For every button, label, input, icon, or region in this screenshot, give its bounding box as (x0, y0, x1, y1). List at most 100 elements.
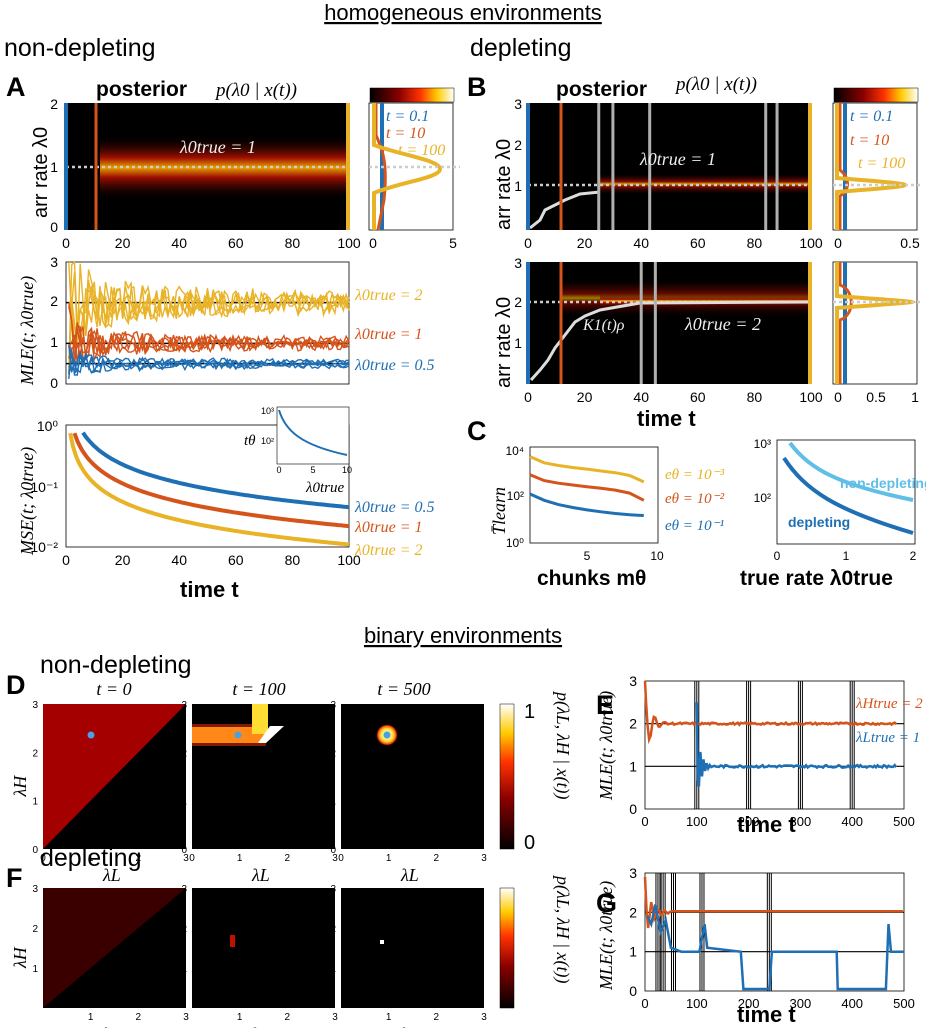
panel-b-top: posterior p(λ0 | x(t)) λ0true = 1 arr ra… (493, 74, 920, 251)
mse-a-ytick-2: 10⁻² (30, 539, 58, 555)
b2-ytick-1: 1 (514, 335, 522, 351)
xtick-0: 0 (40, 853, 46, 864)
inset-xtick-0: 0 (276, 465, 281, 475)
colorbar-a (369, 87, 455, 103)
xtick-3: 3 (332, 1012, 338, 1023)
xtick-1: 1 (88, 1012, 94, 1023)
xtick-80: 80 (747, 389, 763, 405)
d1-true-point (87, 731, 95, 739)
b2-ytick-2: 2 (514, 294, 522, 310)
ticks-a: 0 20 40 60 80 100 0 1 2 (50, 96, 361, 251)
axes-g (644, 872, 905, 992)
xlabel-lambda-l: λL (400, 865, 419, 885)
c-left-xlabel: chunks mθ (537, 567, 646, 590)
e-high-path (643, 680, 898, 745)
heatmap-b1 (528, 103, 811, 230)
c-left-curve (529, 492, 644, 517)
d-colorbar-label: p(λL, λH | x(t)) (552, 690, 573, 800)
d2-band-vertical (252, 704, 268, 734)
ticks-a-mse: 0 20 40 60 80 100 (62, 552, 361, 568)
b2-ytick-3: 3 (514, 255, 522, 271)
mle-a-path (68, 350, 350, 375)
xtick-60: 60 (228, 552, 244, 568)
c-right-ytick-2: 10² (754, 491, 771, 505)
depletion-lines-b2 (639, 262, 657, 384)
c-right-xtick-2: 2 (910, 549, 917, 563)
axes-a-mle (65, 261, 350, 385)
mle-a-ytick-1: 1 (50, 334, 58, 350)
c-right-xtick-0: 0 (774, 549, 781, 563)
xtick-2: 2 (434, 1012, 440, 1023)
f3-map (341, 888, 484, 1008)
ytick-2: 2 (181, 924, 187, 935)
d-colorbar (499, 703, 515, 850)
mse-a-ytick-1: 10⁻¹ (30, 479, 58, 495)
legend-a-t01: t = 0.1 (386, 108, 429, 125)
f1-triangle (43, 888, 186, 1008)
xtick-0: 0 (641, 814, 648, 829)
ytick-0: 0 (330, 845, 336, 856)
xtick-2: 2 (285, 1012, 291, 1023)
ylabel-lambda-h: λH (10, 946, 30, 969)
ylabel-lambda-h: λH (10, 775, 30, 798)
panel-b-bottom: K1(t)ρ λ0true = 2 arr rate λ0 1 2 3 0 20 4… (493, 255, 920, 431)
ticks-b1: 0 20 40 60 80 100 (524, 235, 823, 251)
xtick-1: 1 (88, 853, 94, 864)
panel-f: p(λL, λH | x(t)) 1 2 3 1 2 3 λL 1 2 3 1 2 3 λL 1 2 3 1 2 3 λ… (10, 874, 573, 1028)
xtick-3: 3 (481, 853, 487, 864)
side-a-yellow-curve (372, 103, 443, 230)
mle-a-ytick-0: 0 (50, 375, 58, 391)
ytick-2: 2 (330, 748, 336, 759)
side-a-tick-0: 0 (369, 235, 377, 251)
d-title-t500: t = 500 (377, 679, 430, 699)
panel-c-left: 10⁴ 10² 10⁰ T̄learn 5 10 chunks mθ eθ = … (489, 444, 725, 590)
ytick-1: 1 (32, 797, 38, 808)
c-left-curve (529, 455, 645, 484)
mse-a-xlabel: time t (180, 577, 239, 602)
panel-c-right: non-depleting depleting 10³ 10² 0 1 2 tr… (740, 437, 926, 590)
mse-a-legend-05: λ0true = 0.5 (354, 499, 435, 516)
panel-a-mse: MSE(t; λ0true) 10⁰ 10⁻¹ 10⁻² 0 20 40 60 80 10… (17, 406, 435, 602)
ylabel-b1: arr rate λ0 (493, 139, 515, 230)
inset-xtick-5: 5 (310, 465, 315, 475)
ticks-b2: 0 20 40 60 80 100 (524, 389, 823, 405)
f-colorbar-label: p(λL, λH | x(t)) (552, 874, 573, 984)
f3-spot (380, 940, 384, 944)
k1rho-label: K1(t)ρ (582, 317, 625, 334)
ytick-3: 3 (181, 884, 187, 895)
inset-ytick-2: 10² (261, 436, 274, 446)
xtick-500: 500 (893, 996, 915, 1011)
inset-axes (276, 406, 350, 465)
xtick-200: 200 (738, 996, 760, 1011)
ytick-2: 2 (629, 716, 637, 732)
depletion-lines-b1 (597, 103, 779, 230)
c-left-lines (529, 455, 645, 517)
heading-homogeneous: homogeneous environments (324, 0, 602, 25)
b1-ytick-3: 3 (514, 96, 522, 112)
ytick-1: 1 (181, 797, 187, 808)
d2-band-corner (258, 726, 284, 743)
ytick-0: 0 (181, 845, 187, 856)
xtick-0: 0 (524, 235, 532, 251)
mse-a-curve (81, 431, 350, 510)
f2-spot (230, 935, 235, 947)
mle-a-path (68, 349, 350, 380)
side-a-tick-5: 5 (449, 235, 457, 251)
heading-depleting: depleting (470, 34, 571, 62)
inset-ytick-3: 10³ (261, 406, 274, 416)
c-legend-e3: eθ = 10⁻³ (665, 467, 725, 483)
xtick-1: 1 (386, 853, 392, 864)
e-lines (643, 680, 904, 809)
posterior-formula-b: p(λ0 | x(t)) (674, 74, 757, 95)
heading-non-depleting: non-depleting (4, 34, 156, 62)
xtick-100: 100 (337, 552, 361, 568)
d1-triangle (43, 704, 186, 849)
heatmap-b1-band (600, 173, 811, 195)
panel-letter-a: A (6, 72, 26, 102)
panel-letter-c: C (467, 416, 487, 446)
heading-non-depleting-binary: non-depleting (40, 651, 192, 679)
f2-map (192, 888, 335, 1008)
xtick-3: 3 (183, 853, 189, 864)
panel-letter-b: B (467, 72, 487, 102)
